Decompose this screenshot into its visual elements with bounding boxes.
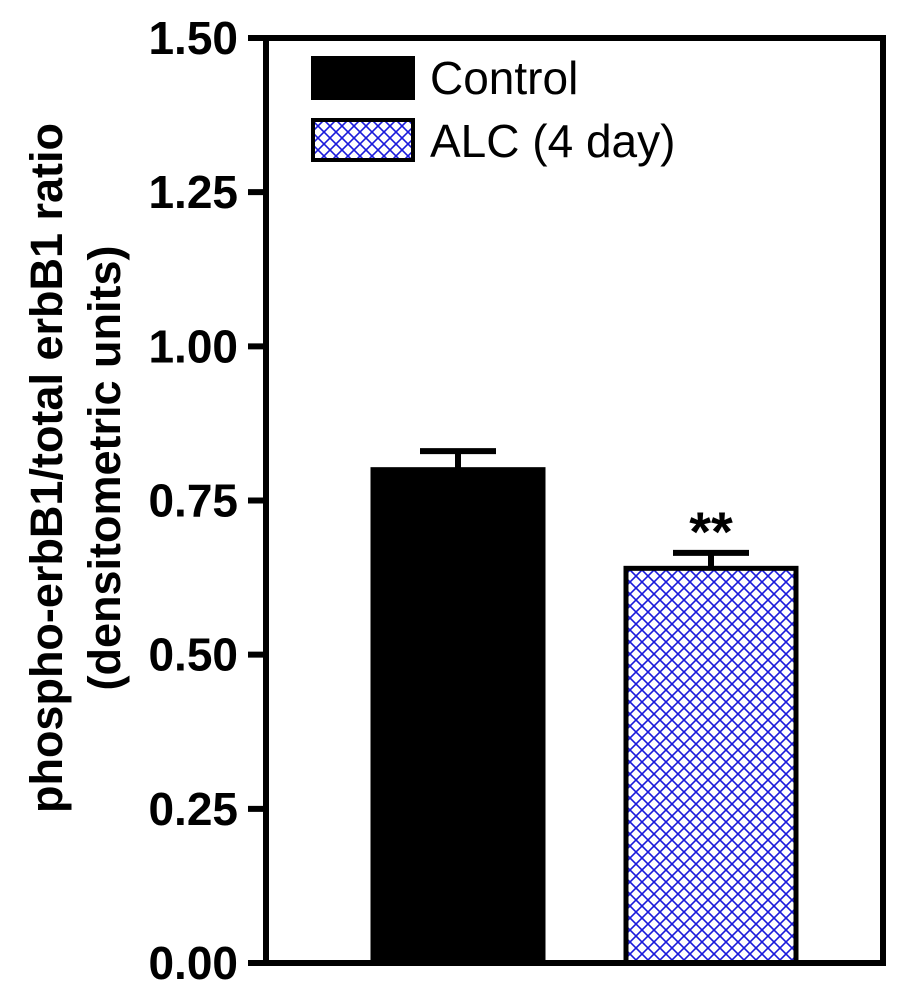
y-tick-label: 0.00 xyxy=(148,937,238,989)
y-tick-label: 0.75 xyxy=(148,475,238,527)
y-axis-label-line1: phospho-erbB1/total erbB1 ratio xyxy=(21,123,72,813)
y-tick-label: 1.50 xyxy=(148,12,238,64)
bars-group: ** xyxy=(370,448,799,966)
y-tick-label: 0.25 xyxy=(148,783,238,835)
y-axis-ticks: 0.00 0.25 0.50 0.75 1.00 1.25 1.50 xyxy=(148,12,266,989)
legend-label-control: Control xyxy=(430,52,578,104)
plot-frame xyxy=(263,35,886,966)
y-tick-label: 1.25 xyxy=(148,166,238,218)
significance-marker: ** xyxy=(689,500,733,563)
legend-swatch-alc xyxy=(311,118,415,162)
legend: Control ALC (4 day) xyxy=(311,52,675,167)
bar-alc-4-day xyxy=(623,565,799,966)
y-tick-label: 1.00 xyxy=(148,320,238,372)
legend-swatch-control xyxy=(311,56,415,100)
y-axis-label-line2: (densitometric units) xyxy=(79,245,130,690)
y-tick-label: 0.50 xyxy=(148,629,238,681)
legend-label-alc: ALC (4 day) xyxy=(430,115,675,167)
bar-control xyxy=(370,467,546,966)
